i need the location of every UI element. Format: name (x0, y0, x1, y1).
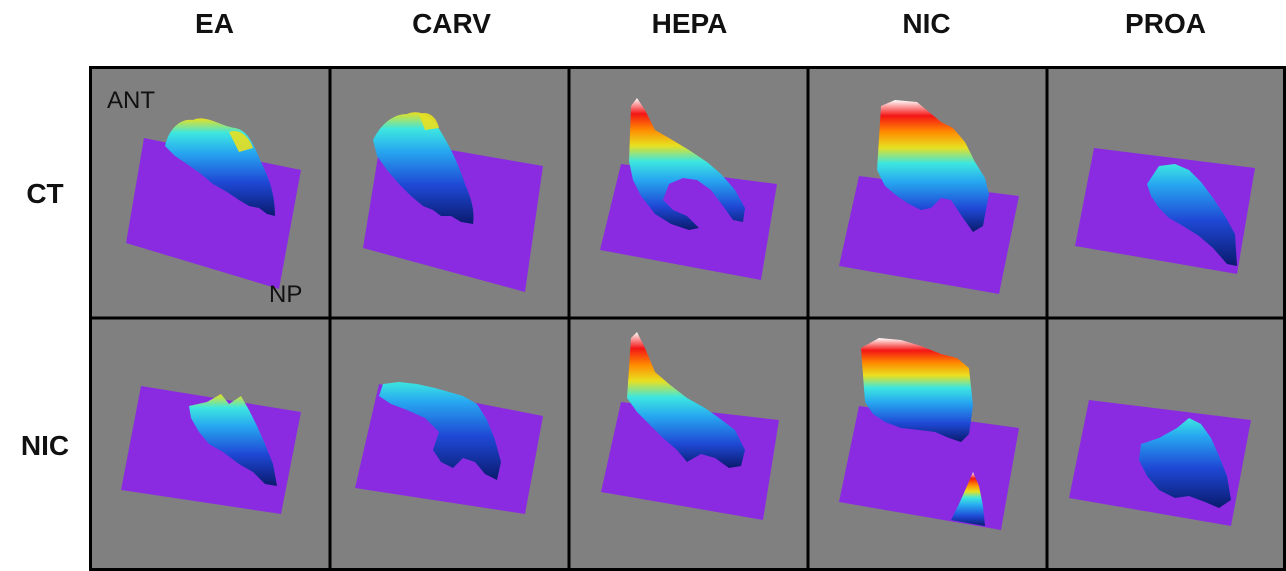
panel-ct-ea: ANT NP (107, 87, 302, 308)
panel-ct-carv (363, 112, 543, 292)
panel-ct-proa (1075, 148, 1255, 274)
surface-peak (379, 382, 501, 480)
column-header-ea: EA (195, 8, 234, 39)
surface-peak (877, 100, 989, 232)
panel-ct-nic (839, 100, 1019, 294)
panel-nic-hepa (601, 332, 779, 520)
panel-nic-carv (355, 382, 543, 514)
surface-peak (861, 338, 973, 442)
panel-nic-nic (839, 338, 1019, 530)
column-header-nic: NIC (902, 8, 951, 39)
surface-peak (629, 98, 745, 230)
column-header-hepa: HEPA (651, 8, 728, 39)
orientation-label-ant: ANT (107, 87, 155, 114)
surface-plot-grid: ANT NP (89, 66, 1286, 571)
surface-peak (1139, 418, 1231, 508)
surface-peak (1147, 164, 1237, 266)
surface-peak (373, 112, 474, 224)
row-header-ct: CT (26, 178, 64, 209)
panel-nic-ea (121, 386, 301, 514)
orientation-label-np: NP (269, 281, 302, 308)
row-header-nic: NIC (20, 430, 70, 461)
panel-borders (89, 66, 1286, 571)
base-plane (121, 386, 301, 514)
surface-peak (189, 394, 277, 486)
surface-peak-small (951, 472, 985, 526)
column-header-proa: PROA (1125, 8, 1206, 39)
surface-peak (627, 332, 745, 468)
panel-nic-proa (1069, 400, 1251, 526)
panel-ct-hepa (600, 98, 777, 280)
column-header-carv: CARV (412, 8, 491, 39)
